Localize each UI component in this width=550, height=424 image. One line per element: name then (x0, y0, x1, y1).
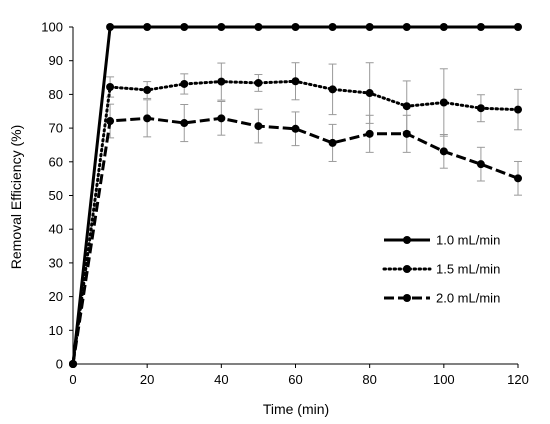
x-tick-label: 20 (140, 372, 154, 387)
data-point (180, 23, 189, 31)
x-tick-label: 120 (507, 372, 529, 387)
x-tick-label: 40 (214, 372, 228, 387)
data-point (180, 79, 189, 88)
data-point (143, 114, 152, 123)
legend-marker (403, 236, 411, 244)
y-tick-label: 10 (49, 323, 63, 338)
data-point (254, 122, 263, 131)
legend-marker (403, 265, 411, 273)
data-point (476, 23, 485, 31)
series-markers (69, 23, 522, 368)
x-axis-ticks: 0 20 40 60 80 100 120 (69, 364, 529, 387)
data-point (180, 119, 189, 128)
x-tick-label: 0 (69, 372, 76, 387)
data-point (106, 117, 115, 126)
legend: 1.0 mL/min 1.5 mL/min 2.0 mL/min (382, 233, 500, 306)
legend-label: 2.0 mL/min (436, 291, 500, 306)
y-tick-label: 30 (49, 255, 63, 270)
data-point (69, 360, 77, 368)
data-point (291, 77, 300, 86)
data-point (254, 23, 263, 31)
data-point (291, 124, 300, 133)
x-tick-label: 80 (362, 372, 376, 387)
y-axis-ticks: 0 10 20 30 40 50 60 70 80 90 100 (41, 20, 73, 372)
data-point (328, 138, 337, 147)
data-point (254, 78, 263, 87)
y-tick-label: 100 (41, 20, 63, 35)
data-point (143, 23, 152, 31)
data-point (291, 23, 300, 31)
y-tick-label: 60 (49, 154, 63, 169)
error-bars (106, 62, 522, 196)
y-tick-label: 20 (49, 289, 63, 304)
legend-marker (403, 294, 411, 302)
data-point (106, 23, 115, 31)
data-point (476, 104, 485, 113)
data-point (476, 160, 485, 169)
data-point (365, 129, 374, 138)
data-point (514, 23, 522, 31)
data-point (328, 23, 337, 31)
data-point (106, 82, 115, 91)
data-point (514, 105, 522, 114)
data-point (143, 86, 152, 95)
data-point (328, 85, 337, 94)
data-point (217, 77, 226, 86)
data-point (365, 89, 374, 98)
x-tick-label: 100 (433, 372, 455, 387)
y-tick-label: 0 (56, 357, 63, 372)
y-axis-title: Removal Efficiency (%) (8, 125, 24, 269)
data-point (402, 23, 411, 31)
data-point (514, 174, 522, 183)
legend-label: 1.0 mL/min (436, 233, 500, 248)
y-tick-label: 50 (49, 188, 63, 203)
y-tick-label: 70 (49, 121, 63, 136)
legend-label: 1.5 mL/min (436, 262, 500, 277)
y-tick-label: 40 (49, 222, 63, 237)
data-point (217, 23, 226, 31)
y-tick-label: 90 (49, 53, 63, 68)
data-point (402, 129, 411, 138)
data-point (439, 147, 448, 156)
x-tick-label: 60 (288, 372, 302, 387)
data-point (365, 23, 374, 31)
data-point (439, 98, 448, 107)
data-point (402, 102, 411, 111)
data-point (217, 114, 226, 123)
x-axis-title: Time (min) (263, 401, 329, 417)
data-point (439, 23, 448, 31)
y-tick-label: 80 (49, 87, 63, 102)
